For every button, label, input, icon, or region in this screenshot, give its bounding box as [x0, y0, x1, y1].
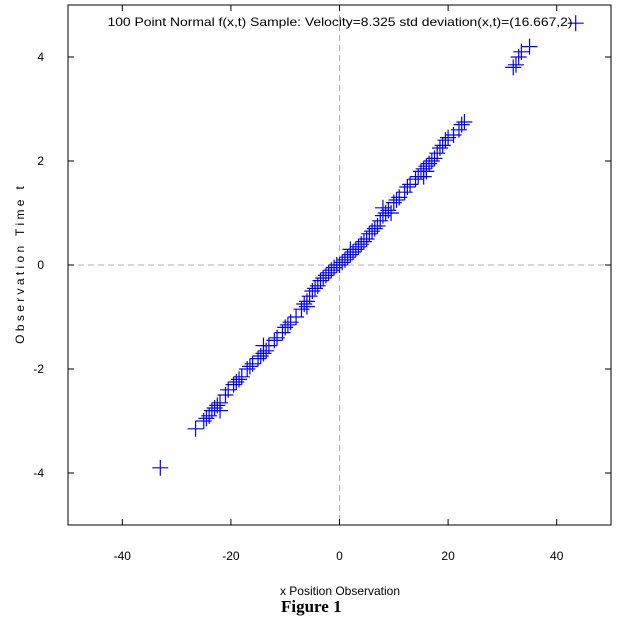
data-point	[241, 358, 258, 375]
data-point	[239, 361, 256, 377]
data-point	[456, 114, 473, 130]
data-point	[507, 56, 524, 73]
y-tick-label: 0	[37, 258, 44, 272]
data-point	[198, 410, 215, 427]
data-point	[366, 220, 383, 237]
y-tick-label: -2	[33, 362, 44, 376]
data-point	[228, 374, 245, 390]
data-point	[388, 192, 405, 208]
data-point	[266, 332, 283, 349]
figure-caption: Figure 1	[281, 597, 342, 616]
data-point	[418, 163, 435, 180]
data-point	[187, 420, 204, 437]
data-point	[279, 316, 296, 333]
data-point	[383, 205, 400, 221]
data-point	[152, 459, 169, 476]
data-point	[437, 132, 454, 149]
y-tick-label: -4	[33, 466, 44, 480]
y-axis-label: O b s e r v a t i o n T i m e t	[13, 186, 27, 344]
data-point	[342, 241, 359, 258]
x-tick-label: -40	[114, 549, 132, 563]
x-tick-label: 40	[550, 549, 564, 563]
data-point	[426, 150, 443, 167]
x-tick-label: -20	[222, 549, 240, 563]
data-point	[505, 59, 522, 76]
data-points	[152, 15, 584, 476]
x-tick-label: 20	[441, 549, 455, 563]
data-point	[567, 15, 584, 32]
data-point	[298, 298, 315, 315]
x-axis-label: x Position Observation	[280, 584, 400, 598]
data-point	[410, 168, 427, 185]
data-point	[453, 116, 470, 133]
data-point	[399, 179, 416, 195]
data-point	[374, 199, 391, 216]
data-point	[521, 38, 538, 55]
y-tick-label: 4	[37, 50, 44, 64]
data-point	[288, 309, 305, 325]
chart-title: 100 Point Normal f(x,t) Sample: Velocity…	[108, 15, 573, 29]
data-point	[355, 233, 372, 250]
data-point	[315, 270, 332, 286]
data-point	[231, 371, 248, 388]
y-tick-label: 2	[37, 154, 44, 168]
x-tick-label: 0	[336, 549, 343, 563]
data-point	[513, 43, 530, 60]
data-point	[212, 402, 229, 419]
